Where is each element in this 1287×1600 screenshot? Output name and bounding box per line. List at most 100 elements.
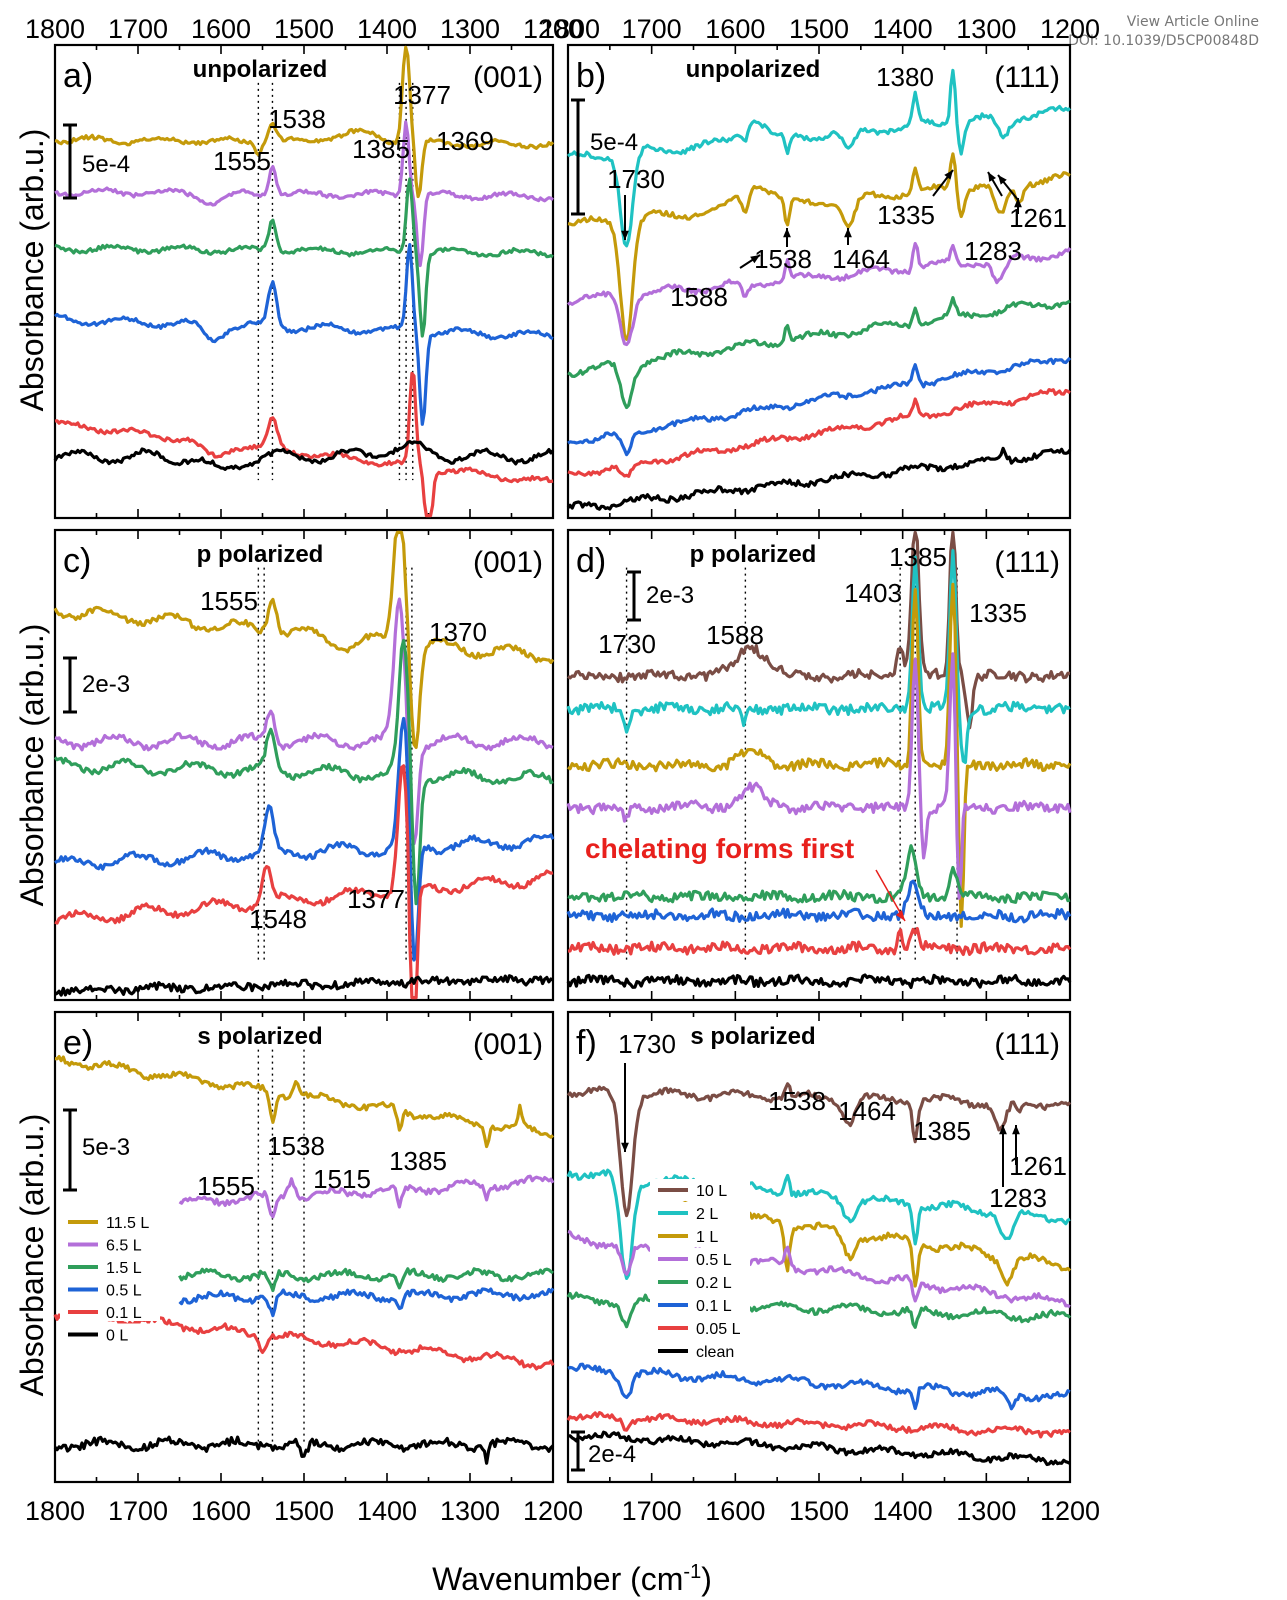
peak-label: 1335 (877, 200, 935, 230)
x-tick-label: 1600 (705, 14, 765, 44)
peak-label: 1730 (607, 164, 665, 194)
peak-label: 1464 (838, 1096, 896, 1126)
peak-label: 1588 (706, 620, 764, 650)
scale-bar-label: 5e-4 (82, 151, 130, 178)
panel-letter: d) (576, 542, 606, 580)
peak-label: 1377 (347, 884, 405, 914)
series-line-clean (567, 1430, 1071, 1467)
peak-label: 1369 (436, 126, 494, 156)
series-line-0-05-L (566, 1411, 1072, 1439)
x-tick-label: 1400 (873, 14, 933, 44)
legend-label: 0.2 L (696, 1275, 732, 1292)
annotation-text: chelating forms first (585, 833, 854, 864)
panel-c: c) p polarized (001) 2e-3 1555 1548 1377 1370 (53, 528, 555, 1002)
peak-arrow-head (999, 1125, 1007, 1135)
series-line-0-05-L (567, 927, 1072, 956)
x-tick-label: 1500 (274, 14, 334, 44)
peak-label: 1730 (618, 1029, 676, 1059)
series-line-0-1-L (567, 356, 1072, 457)
panel-facet: (111) (994, 546, 1060, 579)
peak-label: 1548 (249, 904, 307, 934)
panel-d: d) p polarized (111) 2e-3 1730 1588 1403 1385 13… (566, 528, 1072, 1002)
peak-label: 1515 (313, 1164, 371, 1194)
panel-e: 1800 1700 1600 1500 1400 1300 1200 e) s polarize… (25, 1010, 583, 1526)
series-line-0-2-L (567, 844, 1071, 904)
peak-label: 1730 (598, 629, 656, 659)
peak-arrow-head (988, 172, 997, 182)
peak-arrow-head (1012, 1125, 1020, 1135)
x-tick-label: 1300 (440, 1496, 500, 1526)
panel-title: s polarized (197, 1023, 322, 1050)
series-line-0-1-L (567, 1362, 1071, 1411)
peak-label: 1538 (768, 1086, 826, 1116)
peak-label: 1370 (429, 617, 487, 647)
legend-label: 0 L (106, 1328, 128, 1345)
series-line-6-5-L (178, 1174, 555, 1219)
peak-label: 1283 (989, 1183, 1047, 1213)
panel-title: p polarized (690, 541, 817, 568)
series-line-0-2-L (566, 1291, 1072, 1329)
peak-arrow-head (1014, 198, 1022, 208)
legend-backdrop (650, 1294, 750, 1314)
series-line-11-5-L (53, 530, 555, 749)
legend-backdrop (60, 1256, 160, 1276)
view-article-link[interactable]: View Article Online (1126, 14, 1259, 30)
peak-label: 1403 (844, 578, 902, 608)
series-line-10-L (566, 1082, 1072, 1218)
peak-label: 1385 (352, 134, 410, 164)
legend-backdrop (650, 1271, 750, 1291)
peak-label: 1385 (913, 1116, 971, 1146)
legend-label: 6.5 L (106, 1238, 142, 1255)
x-tick-label: 1400 (357, 14, 417, 44)
x-tick-label: 1700 (108, 14, 168, 44)
panel-b: 1800 1700 1600 1500 1400 1300 1200 b) unpolarize… (540, 14, 1100, 520)
peak-arrow-head (844, 228, 852, 238)
peak-label: 1555 (197, 1171, 255, 1201)
peak-label: 1555 (200, 586, 258, 616)
series-line-0-05-L (567, 388, 1071, 478)
x-tick-label: 1200 (1040, 1496, 1100, 1526)
series-line-0-L (53, 1435, 555, 1465)
legend-label: 11.5 L (106, 1215, 149, 1232)
legend-label: clean (696, 1344, 734, 1361)
peak-arrow-head (621, 230, 629, 240)
x-tick-label: 1800 (540, 14, 600, 44)
panel-title: unpolarized (193, 56, 328, 83)
legend-label: 2 L (696, 1206, 718, 1223)
series-line-0-5-L (566, 652, 1072, 900)
peak-arrow-head (944, 170, 953, 180)
x-tick-label: 1600 (191, 1496, 251, 1526)
x-tick-label: 1300 (956, 14, 1016, 44)
panel-facet: (001) (473, 546, 543, 579)
legend-backdrop (650, 1317, 750, 1337)
annotation-arrow-head (896, 910, 905, 921)
series-line-6-5-L (54, 597, 554, 846)
series-line-6-5-L (54, 120, 554, 268)
peak-label: 1335 (969, 598, 1027, 628)
panel-letter: c) (63, 542, 91, 580)
series-line-2-L (566, 549, 1071, 764)
x-tick-label: 1300 (440, 14, 500, 44)
x-axis-title-sup: -1 (683, 1561, 701, 1583)
x-axis-title-close: ) (701, 1561, 712, 1597)
panel-title: s polarized (690, 1023, 815, 1050)
scale-bar-label: 5e-3 (82, 1134, 130, 1161)
peak-label: 1464 (832, 244, 890, 274)
x-tick-label: 1800 (25, 14, 85, 44)
legend-backdrop (60, 1278, 160, 1299)
panel-letter: e) (63, 1024, 93, 1062)
legend-backdrop (60, 1323, 160, 1344)
legend-label: 0.5 L (696, 1252, 732, 1269)
series-line-0-5-L (566, 241, 1072, 347)
scale-bar-label: 2e-3 (82, 671, 130, 698)
series-line-0-1-L (566, 879, 1072, 924)
x-axis-title: Wavenumber (cm-1) (432, 1561, 712, 1597)
series-line-11-5-L (54, 45, 555, 199)
x-tick-label: 1400 (873, 1496, 933, 1526)
x-tick-label: 1600 (191, 14, 251, 44)
series-line-2-L (566, 68, 1072, 248)
peak-arrow-head (621, 1142, 629, 1152)
x-tick-label: 1400 (357, 1496, 417, 1526)
peak-label: 1385 (889, 542, 947, 572)
